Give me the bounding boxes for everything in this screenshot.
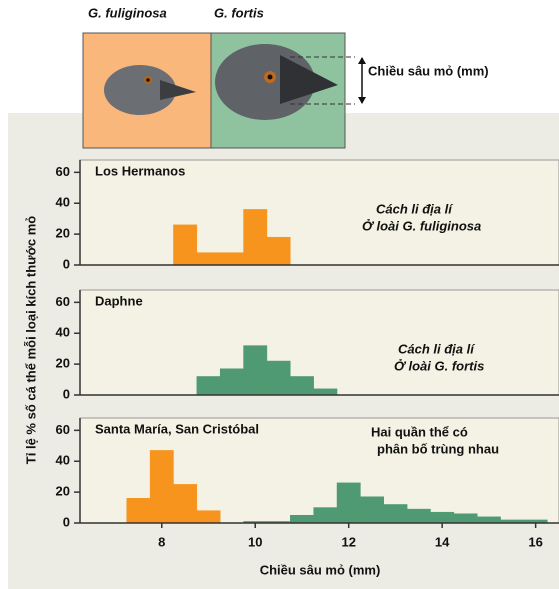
x-tick-label: 12 — [341, 534, 355, 549]
y-tick-label: 60 — [56, 294, 70, 309]
y-tick-label: 0 — [63, 386, 70, 401]
x-tick-label: 10 — [248, 534, 262, 549]
histogram-bar — [197, 511, 220, 523]
histogram-bar — [220, 253, 243, 265]
histogram-bar — [337, 483, 360, 523]
species-label: G. fuliginosa — [88, 5, 167, 20]
panel-title: Los Hermanos — [95, 163, 185, 178]
y-tick-label: 20 — [56, 484, 70, 499]
histogram-bar — [314, 389, 337, 395]
plot-area — [80, 290, 559, 395]
y-tick-label: 0 — [63, 256, 70, 271]
y-tick-label: 20 — [56, 226, 70, 241]
histogram-bar — [127, 498, 150, 523]
histogram-bar — [290, 376, 313, 395]
y-tick-label: 60 — [56, 164, 70, 179]
histogram-bar — [220, 369, 243, 395]
histogram-bar — [173, 225, 196, 265]
histogram-bar — [407, 509, 430, 523]
histogram-bar — [267, 237, 290, 265]
y-tick-label: 40 — [56, 195, 70, 210]
annotation: phân bố trùng nhau — [377, 441, 499, 456]
x-axis-label: Chiều sâu mỏ (mm) — [260, 562, 381, 577]
y-axis-label: Tỉ lệ % số cá thể mỗi loại kích thước mỏ — [23, 216, 38, 464]
y-tick-label: 20 — [56, 356, 70, 371]
x-tick-label: 14 — [435, 534, 450, 549]
histogram-bar — [150, 450, 173, 523]
histogram-bar — [454, 514, 477, 523]
histogram-bar — [290, 515, 313, 523]
annotation: Cách li địa lí — [398, 341, 475, 356]
y-tick-label: 60 — [56, 422, 70, 437]
histogram-bar — [267, 361, 290, 395]
arrow-head — [358, 57, 366, 64]
panel-title: Daphne — [95, 293, 143, 308]
annotation: Ở loài G. fuliginosa — [362, 218, 481, 233]
histogram-bar — [244, 346, 267, 395]
histogram-bar — [197, 253, 220, 265]
y-tick-label: 40 — [56, 453, 70, 468]
measure-label: Chiều sâu mỏ (mm) — [368, 63, 489, 78]
histogram-bar — [384, 504, 407, 523]
histogram-bar — [360, 497, 383, 523]
x-tick-label: 8 — [158, 534, 165, 549]
histogram-bar — [314, 508, 337, 523]
y-tick-label: 40 — [56, 325, 70, 340]
y-tick-label: 0 — [63, 514, 70, 529]
histogram-bar — [430, 512, 453, 523]
histogram-bar — [197, 376, 220, 395]
annotation: Cách li địa lí — [376, 201, 453, 216]
arrow-head — [358, 97, 366, 104]
species-label: G. fortis — [214, 5, 264, 20]
histogram-bar — [244, 209, 267, 265]
panel-title: Santa María, San Cristóbal — [95, 421, 259, 436]
x-tick-label: 16 — [528, 534, 542, 549]
annotation: Ở loài G. fortis — [394, 358, 484, 373]
annotation: Hai quần thể có — [371, 424, 468, 439]
histogram-bar — [477, 517, 500, 523]
figure: G. fuliginosa G. fortis Chiều sâu mỏ (mm… — [0, 0, 559, 589]
histogram-bar — [173, 484, 196, 523]
